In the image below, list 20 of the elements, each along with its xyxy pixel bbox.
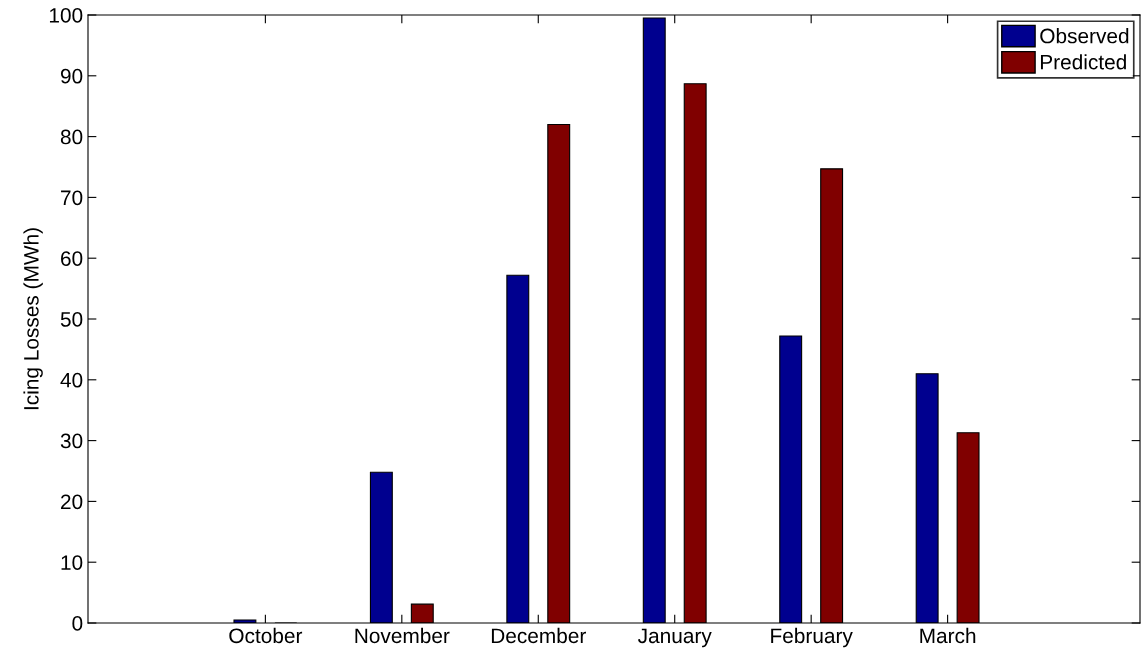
y-tick-label: 60 [61, 251, 83, 266]
y-tick-label: 100 [49, 8, 83, 23]
y-tick-label: 20 [61, 494, 83, 510]
y-tick-label: 90 [60, 68, 83, 84]
y-tick-label: 30 [60, 433, 83, 449]
y-tick-label: 0 [72, 616, 83, 631]
x-tick-label: February [771, 627, 853, 648]
y-axis-title: Icing Losses (MWh) [23, 228, 43, 410]
x-tick-label: January [637, 628, 712, 648]
y-tick-label: 70 [61, 190, 83, 206]
x-tick-label: March [920, 627, 976, 644]
y-tick-label: 10 [61, 555, 83, 570]
x-tick-label: November [355, 627, 450, 644]
y-tick-label: 50 [60, 312, 83, 327]
y-tick-label: 80 [60, 129, 83, 145]
y-tick-label: 40 [60, 372, 83, 388]
x-tick-label: December [491, 627, 586, 644]
x-tick-label: October [229, 627, 303, 644]
legend-label: Observed [1040, 28, 1129, 44]
legend-label: Predicted [1040, 54, 1126, 70]
